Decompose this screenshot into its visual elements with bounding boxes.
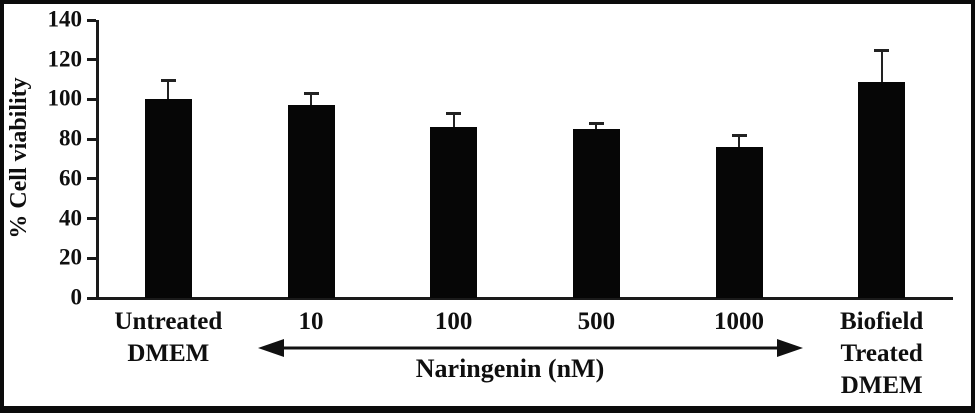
x-axis-line bbox=[95, 297, 953, 300]
arrowhead-right-icon bbox=[777, 339, 803, 357]
error-bar bbox=[167, 79, 170, 100]
error-bar bbox=[310, 93, 312, 106]
error-bar bbox=[452, 113, 455, 128]
x-category-label: Untreated DMEM bbox=[114, 308, 223, 367]
y-tick-label: 120 bbox=[47, 46, 83, 72]
y-tick-mark bbox=[87, 217, 96, 221]
x-category-label: 100 bbox=[434, 308, 473, 335]
x-category-label: 10 bbox=[298, 308, 324, 335]
arrowhead-left-icon bbox=[258, 339, 284, 357]
x-category-label: Biofield Treated DMEM bbox=[839, 308, 924, 399]
error-bar-cap bbox=[303, 92, 319, 96]
y-tick-label: 60 bbox=[59, 165, 82, 191]
bar bbox=[430, 127, 478, 298]
error-bar-cap bbox=[446, 112, 462, 116]
y-tick-label: 20 bbox=[59, 244, 82, 270]
bar bbox=[287, 105, 335, 298]
x-group-label: Naringenin (nM) bbox=[415, 354, 605, 383]
y-tick-mark bbox=[87, 18, 96, 22]
y-tick-mark bbox=[87, 137, 96, 141]
error-bar bbox=[880, 49, 883, 82]
bar bbox=[858, 81, 906, 298]
y-tick-mark bbox=[87, 177, 96, 181]
y-tick-label: 80 bbox=[59, 125, 82, 151]
y-axis-line bbox=[95, 20, 99, 300]
error-bar-cap bbox=[874, 48, 890, 52]
x-category-label: 1000 bbox=[714, 308, 764, 335]
y-tick-mark bbox=[87, 296, 96, 300]
y-tick-label: 140 bbox=[47, 6, 83, 32]
error-bar-cap bbox=[731, 134, 747, 138]
error-bar-cap bbox=[160, 78, 176, 82]
error-bar-cap bbox=[588, 122, 604, 126]
bar bbox=[572, 129, 620, 298]
x-category-label: 500 bbox=[577, 308, 616, 335]
error-bar bbox=[738, 135, 740, 148]
y-tick-mark bbox=[87, 256, 96, 260]
concentration-range-arrow bbox=[258, 339, 803, 357]
error-bar bbox=[595, 123, 598, 130]
y-tick-label: 0 bbox=[70, 284, 83, 310]
bar bbox=[715, 147, 763, 298]
y-tick-label: 40 bbox=[59, 205, 82, 231]
bar bbox=[144, 99, 192, 298]
y-tick-mark bbox=[87, 97, 96, 101]
y-tick-label: 100 bbox=[47, 86, 83, 112]
y-tick-mark bbox=[87, 58, 96, 62]
y-axis-title: % Cell viability bbox=[6, 77, 32, 239]
